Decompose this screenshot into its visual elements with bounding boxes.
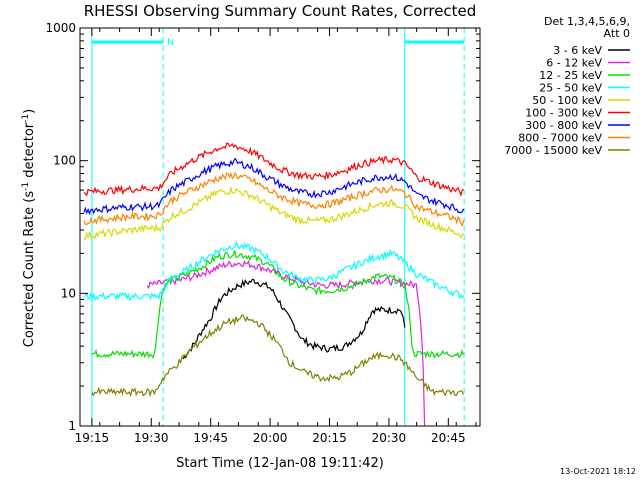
series-line [83,171,465,227]
legend-header-1: Det 1,3,4,5,6,9, [544,15,630,28]
legend-entry-label: 7000 - 15000 keV [504,144,602,157]
legend-entry-label: 6 - 12 keV [546,57,602,70]
legend-entry-label: 3 - 6 keV [553,44,602,57]
y-tick-label: 1000 [45,21,76,35]
series-line [91,249,464,359]
legend-entry-label: 25 - 50 keV [539,82,602,95]
plot-frame [79,27,481,427]
series-line [91,314,464,398]
y-axis-label-part3: ) [22,109,37,114]
legend-entry-label: 50 - 100 keV [532,94,602,107]
series-lines [83,142,465,427]
x-axis-ticks: 19:15 19:30 19:45 20:00 20:15 20:30 20:45 [75,28,477,445]
x-tick-label: 20:00 [253,431,288,445]
x-tick-label: 20:15 [312,431,347,445]
night-intervals: N [91,28,465,426]
y-tick-label: 100 [53,154,76,168]
y-tick-label: 10 [61,286,76,300]
x-tick-label: 19:45 [193,431,228,445]
x-tick-label: 20:30 [372,431,407,445]
series-line [83,240,465,302]
legend-entry-label: 100 - 300 keV [525,107,602,120]
x-axis-label: Start Time (12-Jan-08 19:11:42) [176,456,384,471]
x-tick-label: 19:30 [134,431,169,445]
x-tick-label: 19:15 [75,431,110,445]
legend-entry-label: 800 - 7000 keV [518,132,602,145]
night-flag-label: N [167,38,174,48]
y-axis-label: Corrected Count Rate (s-1 detector-1) [21,109,37,347]
series-line [83,142,464,197]
series-line [83,157,465,216]
y-axis-ticks: 1 10 100 1000 [45,21,480,433]
legend-header-2: Att 0 [604,27,630,40]
y-axis-label-sup2: -1 [21,114,31,123]
y-axis-label-part1: Corrected Count Rate (s [22,191,37,348]
y-tick-label: 1 [68,419,76,433]
y-axis-label-part2: detector [22,122,37,182]
series-line [83,185,464,240]
x-tick-label: 20:45 [431,431,466,445]
legend-entry-label: 300 - 800 keV [525,119,602,132]
chart-title: RHESSI Observing Summary Count Rates, Co… [84,2,477,20]
timestamp: 13-Oct-2021 18:12 [560,467,636,476]
series-line [182,278,406,360]
series-line [146,259,426,427]
legend-entry-label: 12 - 25 keV [539,69,602,82]
y-axis-label-sup1: -1 [21,182,31,191]
